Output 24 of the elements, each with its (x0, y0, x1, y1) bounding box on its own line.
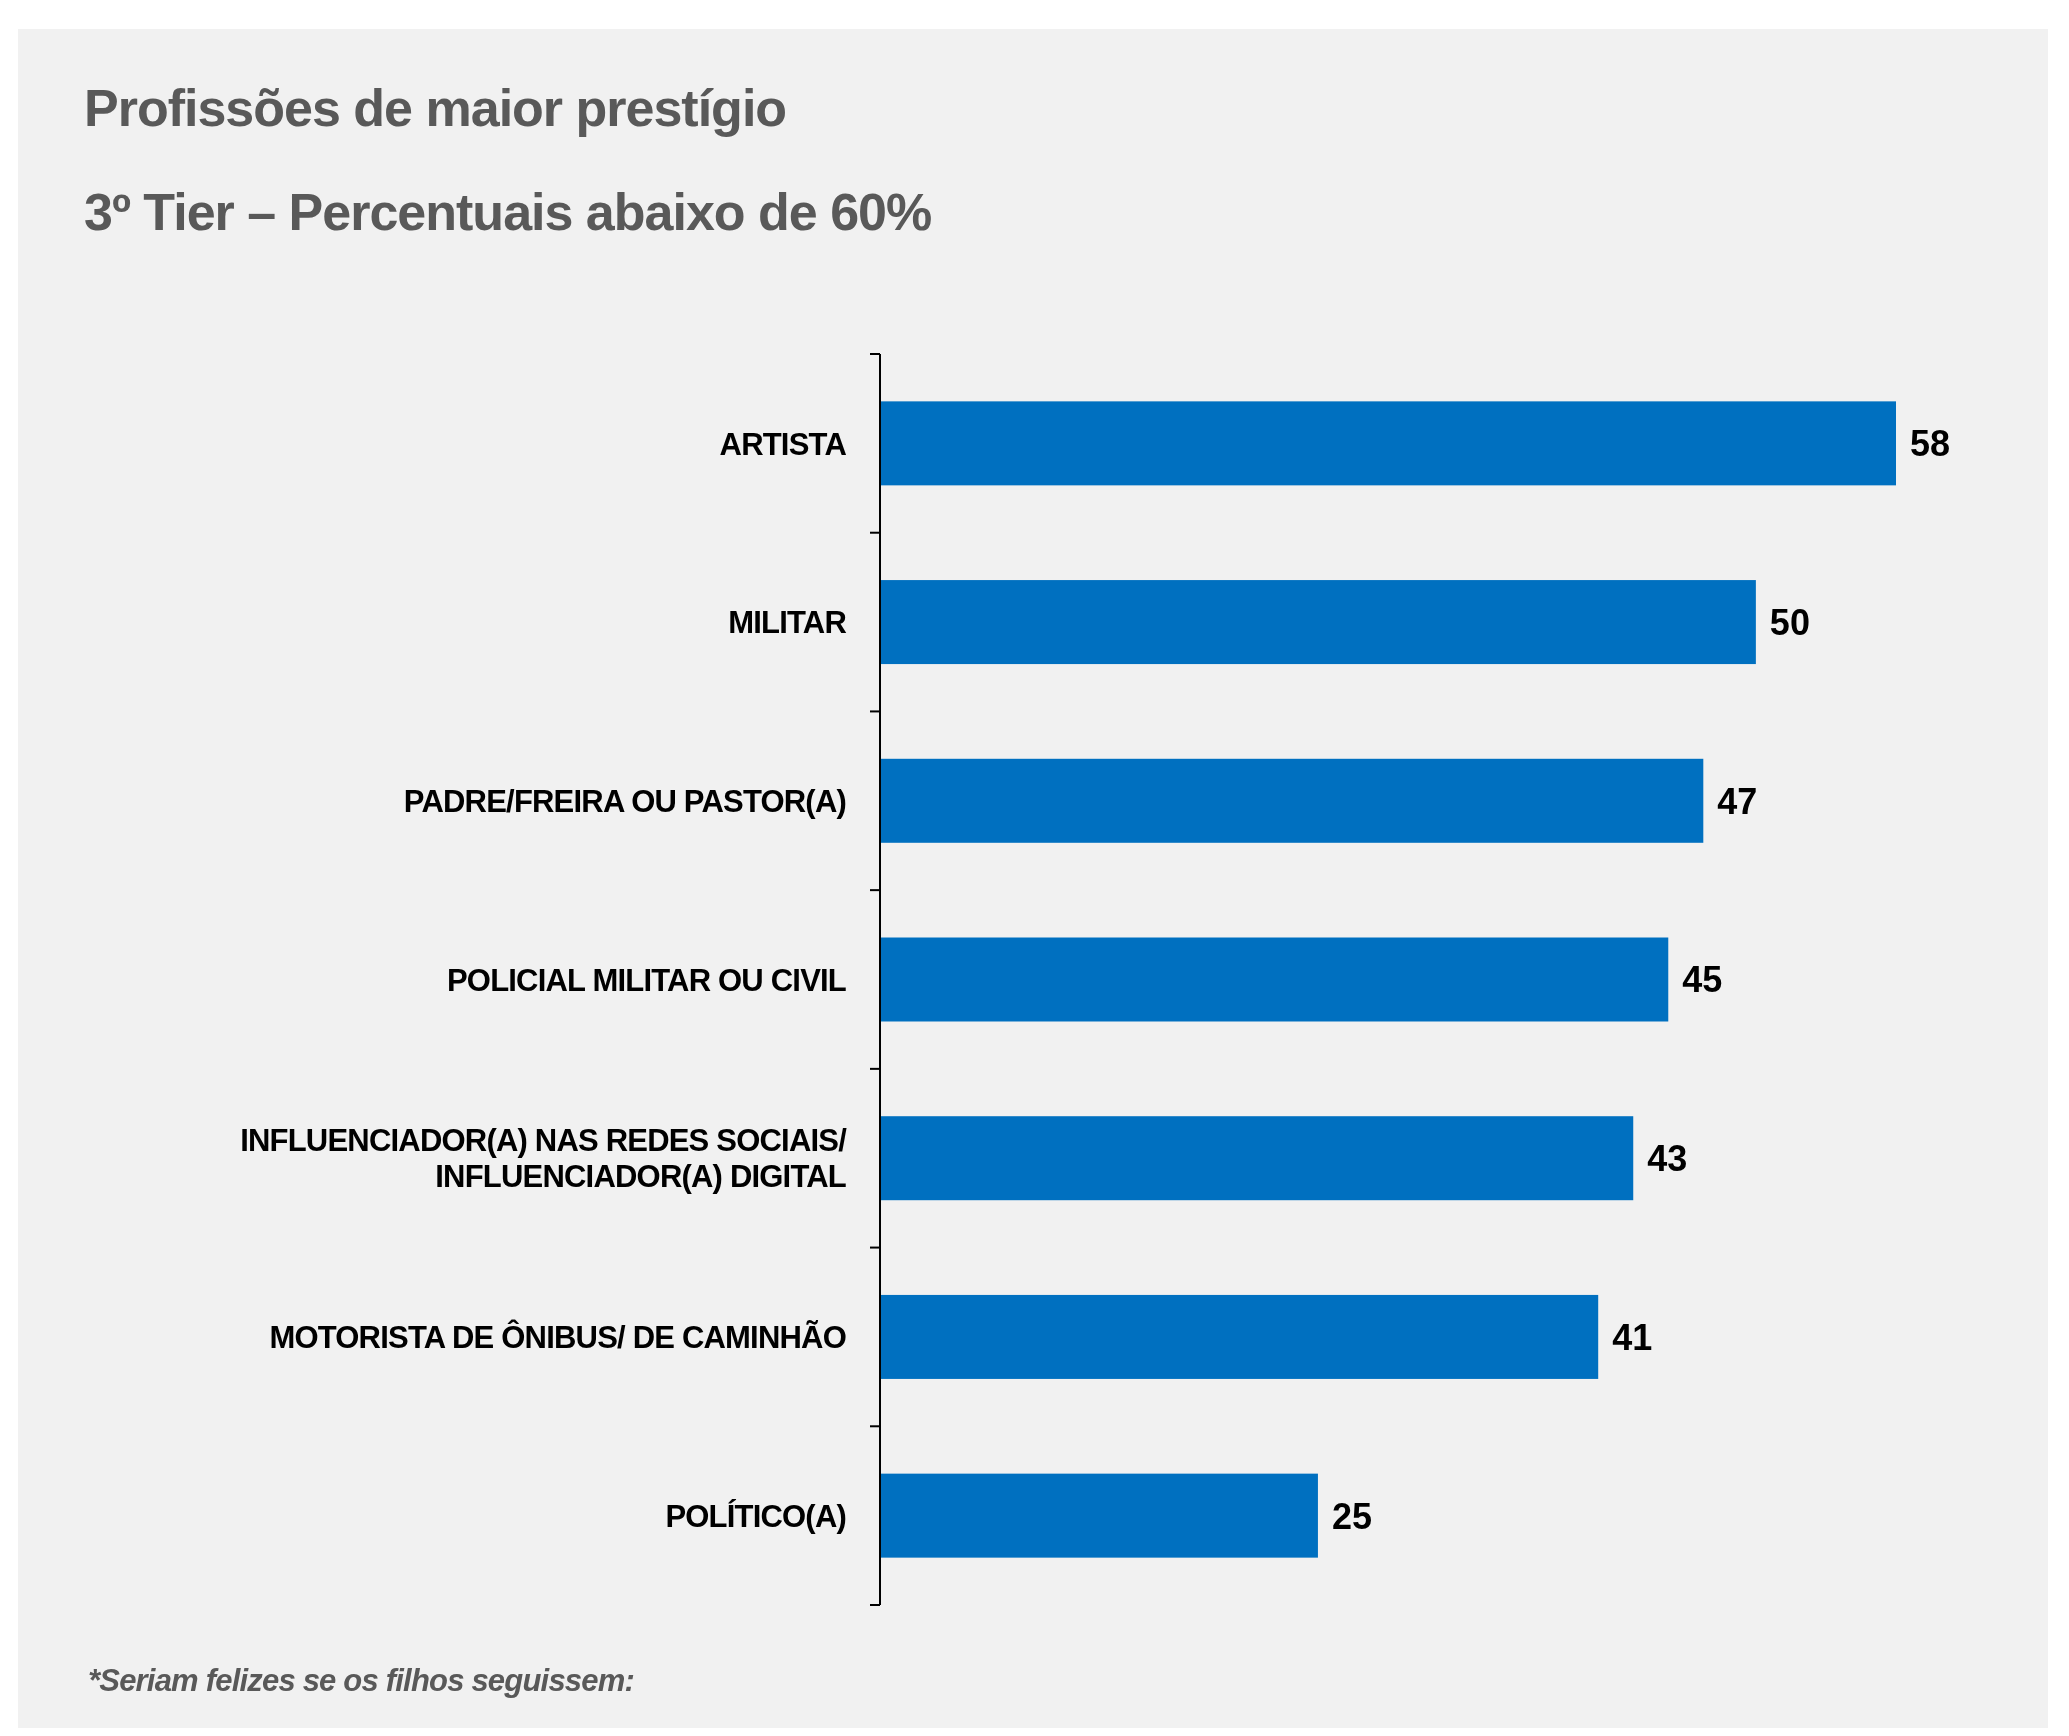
data-label: 45 (1682, 959, 1723, 1001)
text: Profissões de maior prestígio (84, 79, 787, 137)
y-tick-label: MOTORISTA DE ÔNIBUS/ DE CAMINHÃO (269, 1319, 846, 1356)
bar (880, 1294, 1599, 1379)
chart-subtitle: 3º Tier – Percentuais abaixo de 60% (84, 183, 932, 241)
bar (880, 1116, 1634, 1201)
bar (880, 1473, 1318, 1558)
data-label: 50 (1769, 602, 1810, 644)
text: *Seriam felizes se os filhos seguissem: (88, 1663, 634, 1698)
data-label: 47 (1717, 780, 1758, 822)
data-label: 43 (1647, 1138, 1688, 1180)
bar (880, 758, 1704, 843)
bar (880, 401, 1896, 486)
y-tick-label: ARTISTA (719, 426, 847, 462)
y-tick-label: PADRE/FREIRA OU PASTOR(A) (403, 783, 846, 819)
data-label: 25 (1331, 1495, 1372, 1537)
data-label: 41 (1612, 1316, 1653, 1358)
bar (880, 937, 1669, 1022)
y-tick-label: POLICIAL MILITAR OU CIVIL (446, 962, 846, 998)
y-tick-label: MILITAR (728, 605, 847, 641)
y-tick-label: INFLUENCIADOR(A) NAS REDES SOCIAIS/ INFLUENCIADOR(A) DIGITAL (240, 1123, 848, 1195)
y-tick-label: POLÍTICO(A) (665, 1498, 846, 1534)
data-label: 58 (1910, 423, 1951, 465)
bar (880, 580, 1756, 665)
